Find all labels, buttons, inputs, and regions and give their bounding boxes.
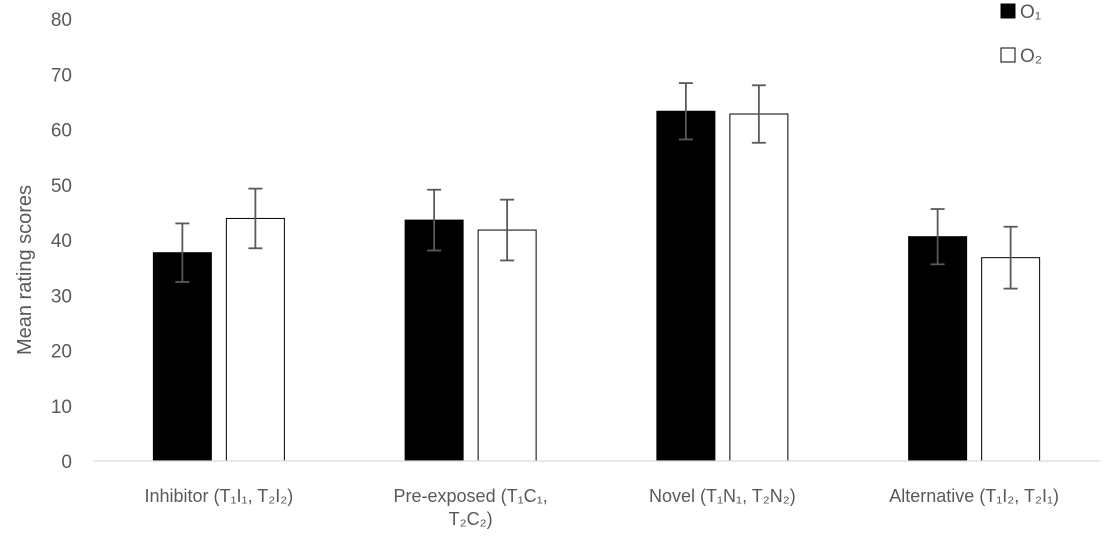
legend: O₁ O₂: [1000, 2, 1042, 67]
y-axis-ticks: 0 10 20 30 40 50 60 70 80: [51, 10, 72, 473]
bar-o2: [729, 113, 789, 462]
error-bar: [1003, 225, 1018, 290]
bar-o1: [152, 252, 212, 462]
y-tick-label: 10: [51, 397, 72, 418]
legend-item: O₂: [1000, 46, 1042, 67]
legend-item: O₁: [1000, 2, 1041, 23]
error-bar: [427, 188, 442, 252]
error-bar: [930, 208, 945, 266]
bar-o2: [981, 257, 1041, 462]
bars: [152, 110, 1041, 462]
legend-swatch: [1000, 3, 1016, 19]
error-bar: [248, 187, 263, 250]
legend-label: O₂: [1020, 46, 1042, 67]
y-tick-label: 0: [61, 452, 72, 473]
error-bar: [678, 82, 693, 141]
y-tick-label: 80: [51, 10, 72, 31]
error-bar: [751, 84, 766, 144]
error-bar: [175, 222, 190, 283]
bar-o1: [908, 236, 968, 462]
y-tick-label: 30: [51, 286, 72, 307]
y-tick-label: 40: [51, 231, 72, 252]
x-category-label: Pre-exposed (T₁C₁, T₂C₂): [394, 486, 548, 529]
bar-o1: [656, 110, 716, 462]
y-tick-label: 60: [51, 121, 72, 142]
bar-o2: [477, 229, 537, 462]
y-axis-label: Mean rating scores: [14, 185, 36, 355]
x-category-label: Novel (T₁N₁, T₂N₂): [649, 486, 796, 506]
x-category-label: Inhibitor (T₁I₁, T₂I₂): [144, 486, 293, 506]
error-bars: [175, 82, 1018, 290]
error-bar: [500, 198, 515, 262]
bar-o1: [404, 219, 464, 462]
x-category-label: Alternative (T₁I₂, T₂I₁): [889, 486, 1059, 506]
legend-swatch: [1000, 47, 1016, 63]
y-tick-label: 70: [51, 65, 72, 86]
legend-label: O₁: [1020, 2, 1041, 23]
bar-o2: [225, 217, 285, 462]
x-axis-categories: Inhibitor (T₁I₁, T₂I₂) Pre-exposed (T₁C₁,…: [144, 486, 1059, 529]
y-tick-label: 20: [51, 342, 72, 363]
y-tick-label: 50: [51, 176, 72, 197]
